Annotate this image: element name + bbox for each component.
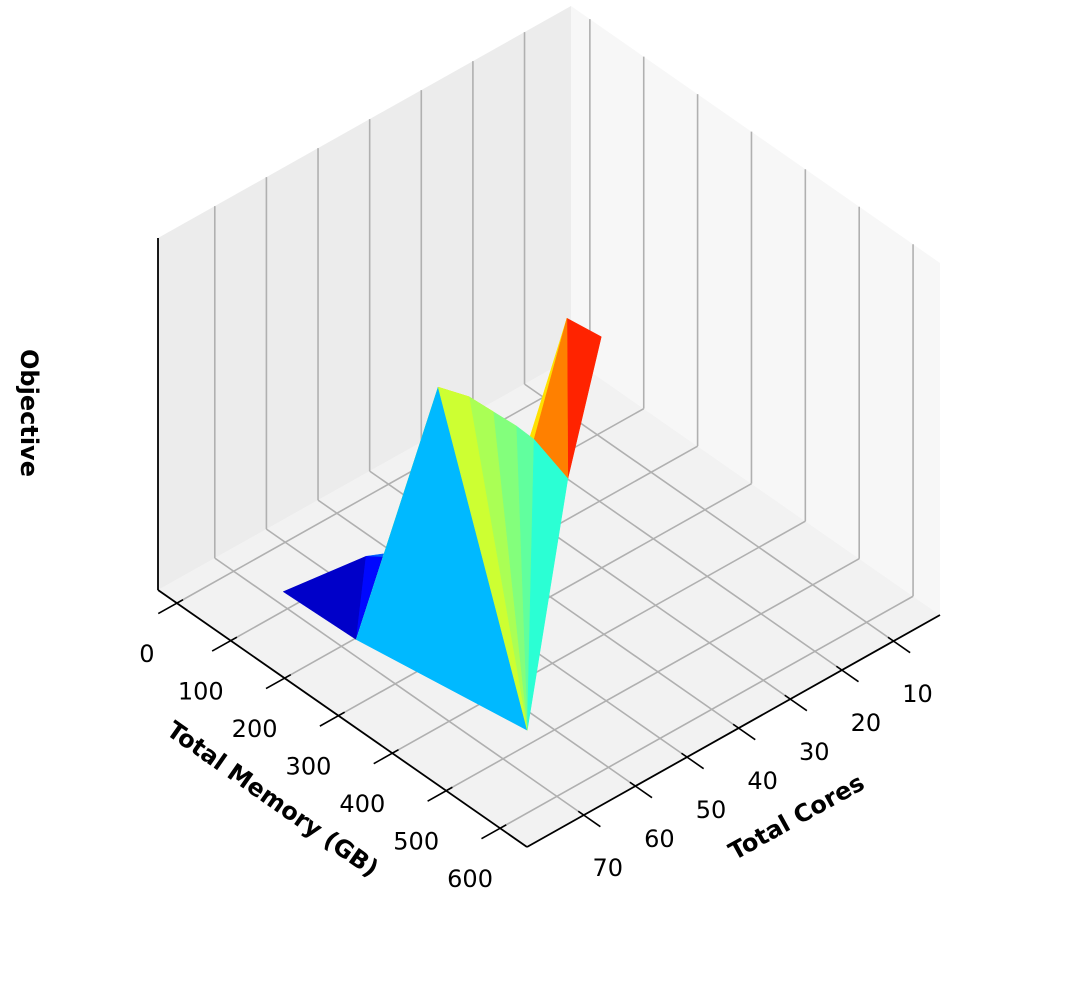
x-tick-label: 400 xyxy=(339,790,385,818)
tick-mark xyxy=(157,598,184,615)
tick-mark xyxy=(629,781,653,799)
x-tick-label: 0 xyxy=(139,640,154,668)
surface-triangle xyxy=(527,438,569,731)
tick-mark xyxy=(481,824,507,840)
right-pane xyxy=(571,6,940,615)
tick-mark xyxy=(211,636,238,652)
tick-mark xyxy=(887,636,911,654)
surface-triangle xyxy=(437,386,528,731)
x-axis xyxy=(157,589,528,848)
y-tick-label: 20 xyxy=(851,709,882,737)
z-axis-label: Objective xyxy=(15,349,43,477)
grid-line xyxy=(499,595,914,829)
x-tick-label: 600 xyxy=(447,865,493,893)
tick-mark xyxy=(427,786,453,802)
y-tick-label: 50 xyxy=(696,796,727,824)
x-tick-label: 300 xyxy=(286,753,332,781)
y-tick-label: 10 xyxy=(902,680,933,708)
y-tick-label: 60 xyxy=(644,825,675,853)
y-tick-label: 70 xyxy=(593,854,624,882)
tick-mark xyxy=(835,665,859,683)
tick-mark xyxy=(577,810,601,828)
tick-mark xyxy=(319,711,346,727)
grid-line xyxy=(176,370,591,604)
grid-line xyxy=(391,520,806,754)
grid-line xyxy=(445,558,860,792)
x-tick-label: 100 xyxy=(178,678,224,706)
grid-line xyxy=(524,383,894,642)
surface xyxy=(282,317,602,731)
tick-mark xyxy=(373,749,399,765)
left-pane xyxy=(158,6,571,590)
tick-mark xyxy=(681,752,705,770)
tick-mark xyxy=(265,673,292,690)
grid-line xyxy=(214,557,585,816)
tick-mark xyxy=(732,723,756,741)
x-tick-label: 200 xyxy=(232,715,278,743)
y-axis xyxy=(526,614,941,848)
y-tick-label: 30 xyxy=(799,738,830,766)
y-tick-label: 40 xyxy=(747,767,778,795)
x-tick-label: 500 xyxy=(393,828,439,856)
tick-mark xyxy=(784,694,808,712)
